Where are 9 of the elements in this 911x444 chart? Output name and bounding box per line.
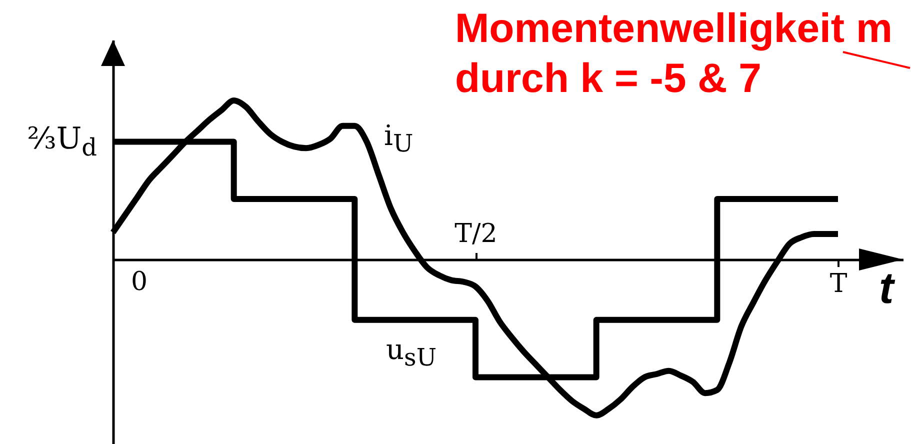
annotation: 0	[131, 267, 148, 298]
text: Momentenwelligkeit m	[455, 5, 892, 51]
x-axis-title: t	[879, 264, 894, 314]
annotation: durch k = -5 & 7	[455, 55, 762, 101]
x-tick-label: T/2	[454, 218, 498, 249]
text: ⅔U$_{d}$	[27, 121, 97, 162]
x-tick-label: T	[830, 268, 848, 299]
series-label: i$_{U}$	[384, 119, 414, 158]
series-label: u$_{sU}$	[386, 333, 437, 372]
